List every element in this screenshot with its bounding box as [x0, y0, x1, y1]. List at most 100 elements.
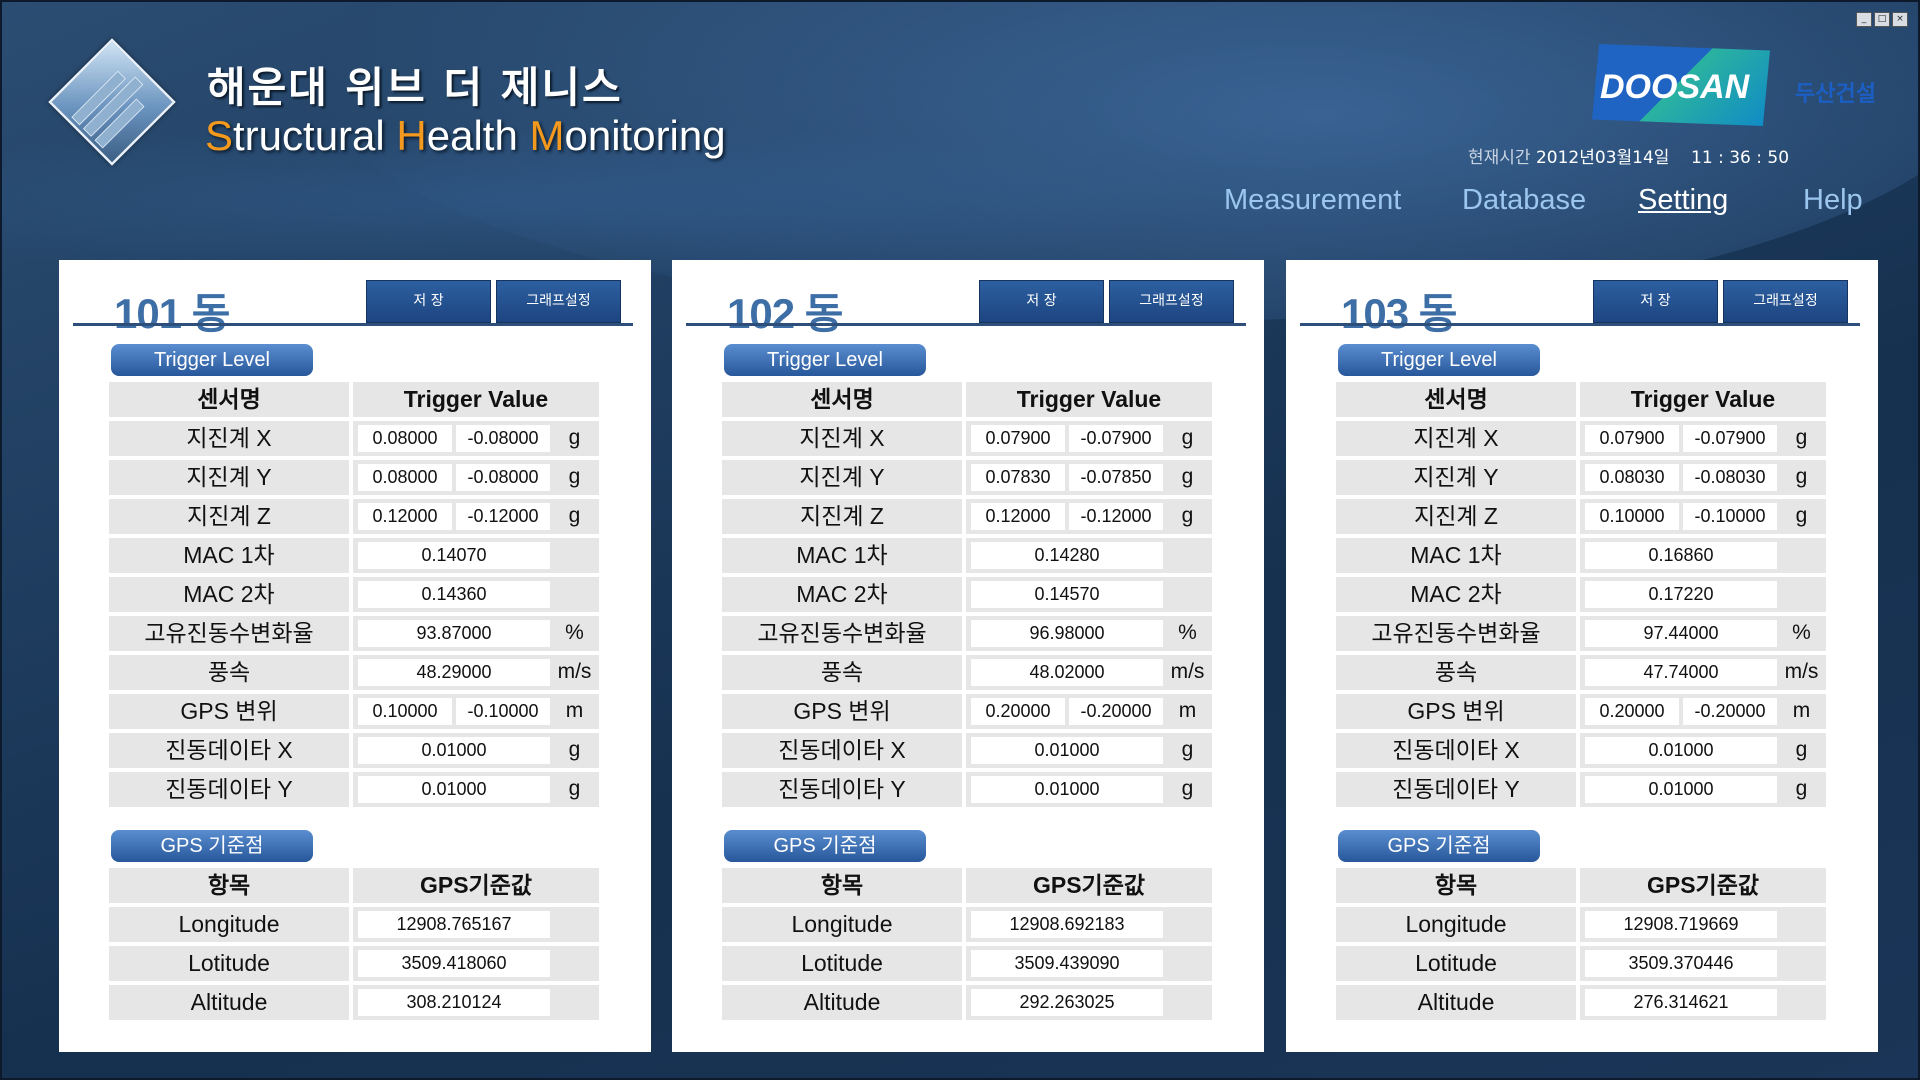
- doosan-logo: DOOSAN: [1592, 44, 1770, 126]
- table-row: GPS 변위 0.20000 -0.20000 m: [722, 692, 1212, 731]
- table-row: 풍속 48.29000 m/s: [109, 653, 599, 692]
- sensor-name: 지진계 Y: [722, 460, 962, 495]
- trigger-upper-input[interactable]: 0.10000: [1585, 503, 1679, 530]
- gps-value-input[interactable]: 3509.370446: [1585, 950, 1777, 977]
- table-header: 항목 GPS기준값: [109, 866, 599, 905]
- graph-settings-button[interactable]: 그래프설정: [1109, 280, 1234, 323]
- sensor-name: 진동데이타 Y: [109, 772, 349, 807]
- gps-table: 항목 GPS기준값 Longitude 12908.719669 Lotitud…: [1336, 866, 1826, 1022]
- gps-value-input[interactable]: 12908.719669: [1585, 911, 1777, 938]
- gps-value-input[interactable]: 12908.765167: [358, 911, 550, 938]
- sensor-name: 진동데이타 Y: [1336, 772, 1576, 807]
- trigger-upper-input[interactable]: 0.20000: [1585, 698, 1679, 725]
- gps-value-input[interactable]: 12908.692183: [971, 911, 1163, 938]
- table-row: MAC 2차 0.17220: [1336, 575, 1826, 614]
- trigger-value-input[interactable]: 0.17220: [1585, 581, 1777, 608]
- table-row: GPS 변위 0.20000 -0.20000 m: [1336, 692, 1826, 731]
- trigger-value-input[interactable]: 0.14280: [971, 542, 1163, 569]
- sensor-name: MAC 2차: [109, 577, 349, 612]
- gps-item-name: Altitude: [722, 985, 962, 1020]
- save-button[interactable]: 저 장: [1593, 280, 1718, 323]
- trigger-upper-input[interactable]: 0.07900: [1585, 425, 1679, 452]
- unit-label: m/s: [557, 660, 592, 683]
- graph-settings-button[interactable]: 그래프설정: [496, 280, 621, 323]
- minimize-button[interactable]: _: [1856, 12, 1872, 27]
- trigger-upper-input[interactable]: 0.07830: [971, 464, 1065, 491]
- trigger-lower-input[interactable]: -0.08030: [1683, 464, 1777, 491]
- trigger-value-input[interactable]: 48.29000: [358, 659, 550, 686]
- sensor-name: 진동데이타 Y: [722, 772, 962, 807]
- trigger-lower-input[interactable]: -0.07900: [1069, 425, 1163, 452]
- close-button[interactable]: ×: [1892, 12, 1908, 27]
- trigger-value-input[interactable]: 0.01000: [358, 776, 550, 803]
- trigger-value-input[interactable]: 0.14070: [358, 542, 550, 569]
- trigger-upper-input[interactable]: 0.08000: [358, 464, 452, 491]
- nav-measurement[interactable]: Measurement: [1224, 184, 1402, 216]
- trigger-lower-input[interactable]: -0.08000: [456, 425, 550, 452]
- col-item-header: 항목: [1336, 868, 1576, 903]
- trigger-value-input[interactable]: 97.44000: [1585, 620, 1777, 647]
- trigger-upper-input[interactable]: 0.08000: [358, 425, 452, 452]
- trigger-upper-input[interactable]: 0.12000: [971, 503, 1065, 530]
- trigger-lower-input[interactable]: -0.20000: [1683, 698, 1777, 725]
- table-row: Lotitude 3509.370446: [1336, 944, 1826, 983]
- trigger-lower-input[interactable]: -0.12000: [456, 503, 550, 530]
- gps-value-input[interactable]: 3509.418060: [358, 950, 550, 977]
- nav-help[interactable]: Help: [1803, 184, 1863, 216]
- brand-name-korean: 두산건설: [1795, 82, 1876, 107]
- trigger-value-input[interactable]: 93.87000: [358, 620, 550, 647]
- sensor-name: 고유진동수변화율: [722, 616, 962, 651]
- trigger-value-input[interactable]: 0.14570: [971, 581, 1163, 608]
- trigger-value-input[interactable]: 0.14360: [358, 581, 550, 608]
- save-button[interactable]: 저 장: [366, 280, 491, 323]
- trigger-upper-input[interactable]: 0.20000: [971, 698, 1065, 725]
- trigger-upper-input[interactable]: 0.08030: [1585, 464, 1679, 491]
- table-row: 고유진동수변화율 93.87000%: [109, 614, 599, 653]
- trigger-upper-input[interactable]: 0.10000: [358, 698, 452, 725]
- trigger-lower-input[interactable]: -0.20000: [1069, 698, 1163, 725]
- gps-value-input[interactable]: 292.263025: [971, 989, 1163, 1016]
- clock-date: 2012년03월14일: [1535, 148, 1670, 168]
- table-row: 지진계 Z 0.12000 -0.12000 g: [722, 497, 1212, 536]
- trigger-value-input[interactable]: 0.01000: [971, 737, 1163, 764]
- save-button[interactable]: 저 장: [979, 280, 1104, 323]
- graph-settings-button[interactable]: 그래프설정: [1723, 280, 1848, 323]
- gps-table: 항목 GPS기준값 Longitude 12908.765167 Lotitud…: [109, 866, 599, 1022]
- table-row: MAC 2차 0.14360: [109, 575, 599, 614]
- trigger-lower-input[interactable]: -0.07900: [1683, 425, 1777, 452]
- sensor-name: 풍속: [109, 655, 349, 690]
- trigger-lower-input[interactable]: -0.08000: [456, 464, 550, 491]
- trigger-lower-input[interactable]: -0.07850: [1069, 464, 1163, 491]
- trigger-value-input[interactable]: 47.74000: [1585, 659, 1777, 686]
- table-header: 센서명 Trigger Value: [109, 380, 599, 419]
- unit-label: [1777, 577, 1826, 612]
- sensor-name: GPS 변위: [1336, 694, 1576, 729]
- trigger-lower-input[interactable]: -0.10000: [1683, 503, 1777, 530]
- app-title-english: Structural Health Monitoring: [205, 112, 726, 159]
- trigger-value-input[interactable]: 0.01000: [358, 737, 550, 764]
- sensor-name: 진동데이타 X: [722, 733, 962, 768]
- trigger-level-section: Trigger Level: [111, 344, 313, 376]
- building-panel: 101 동 저 장 그래프설정 Trigger Level 센서명 Trigger V…: [59, 260, 651, 1052]
- nav-database[interactable]: Database: [1462, 184, 1587, 216]
- gps-value-input[interactable]: 308.210124: [358, 989, 550, 1016]
- trigger-upper-input[interactable]: 0.12000: [358, 503, 452, 530]
- table-row: Altitude 308.210124: [109, 983, 599, 1022]
- gps-value-input[interactable]: 3509.439090: [971, 950, 1163, 977]
- trigger-value-input[interactable]: 0.01000: [971, 776, 1163, 803]
- trigger-upper-input[interactable]: 0.07900: [971, 425, 1065, 452]
- trigger-lower-input[interactable]: -0.12000: [1069, 503, 1163, 530]
- gps-value-input[interactable]: 276.314621: [1585, 989, 1777, 1016]
- trigger-lower-input[interactable]: -0.10000: [456, 698, 550, 725]
- trigger-value-input[interactable]: 0.01000: [1585, 737, 1777, 764]
- table-row: 고유진동수변화율 97.44000%: [1336, 614, 1826, 653]
- trigger-value-input[interactable]: 0.16860: [1585, 542, 1777, 569]
- unit-label: %: [1792, 621, 1811, 644]
- col-gps-value-header: GPS기준값: [353, 868, 599, 903]
- trigger-value-input[interactable]: 48.02000: [971, 659, 1163, 686]
- nav-setting[interactable]: Setting: [1638, 184, 1729, 216]
- trigger-value-input[interactable]: 0.01000: [1585, 776, 1777, 803]
- table-row: 진동데이타 Y 0.01000 g: [722, 770, 1212, 809]
- trigger-value-input[interactable]: 96.98000: [971, 620, 1163, 647]
- maximize-button[interactable]: □: [1874, 12, 1890, 27]
